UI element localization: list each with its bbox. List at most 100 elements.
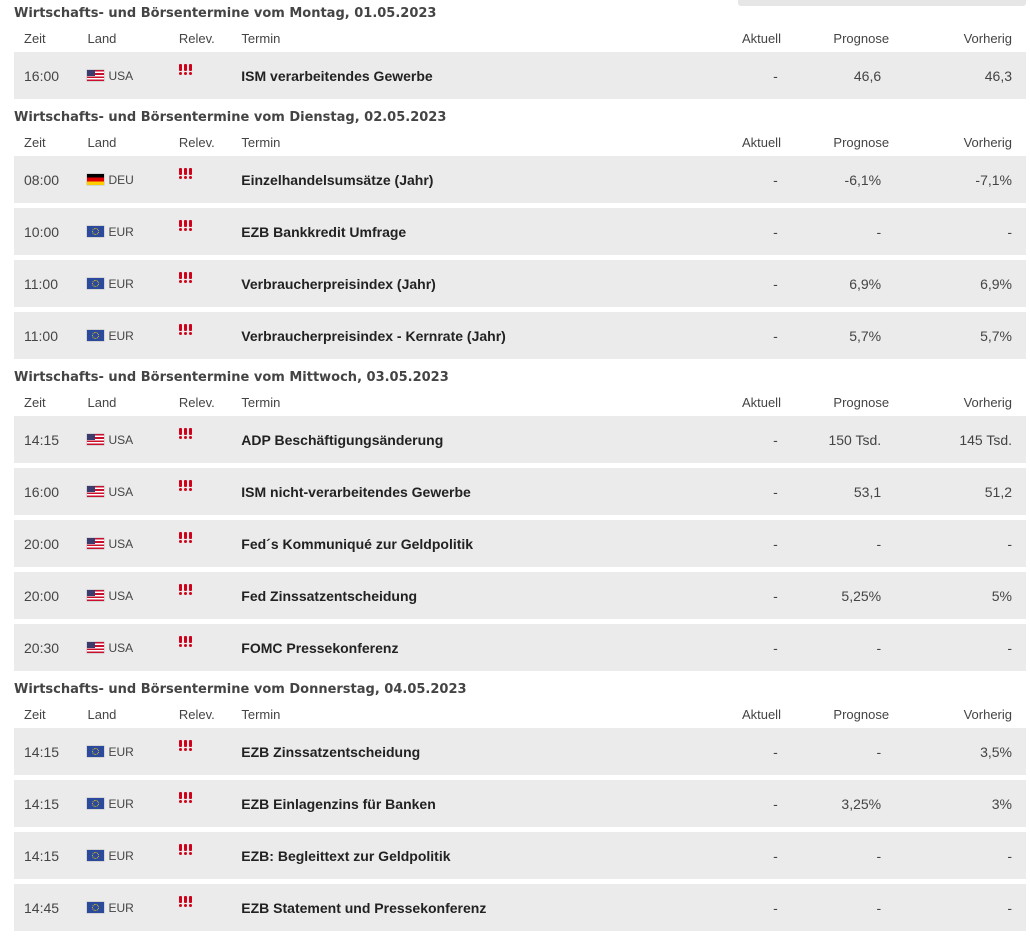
event-name[interactable]: EZB Bankkredit Umfrage — [241, 223, 407, 240]
col-header-time: Zeit — [24, 707, 46, 722]
relevance-icon — [178, 167, 192, 179]
event-name[interactable]: Verbraucherpreisindex - Kernrate (Jahr) — [241, 327, 506, 344]
event-country: EUR — [87, 329, 178, 343]
event-forecast: 5,7% — [849, 327, 882, 344]
event-forecast: -6,1% — [844, 171, 882, 188]
exclamation-mark-icon — [183, 479, 187, 491]
col-header-forecast: Prognose — [833, 707, 890, 722]
event-relevance — [178, 167, 242, 188]
event-name[interactable]: Fed Zinssatzentscheidung — [241, 587, 418, 604]
event-time: 14:15 — [24, 431, 60, 448]
event-time: 20:00 — [24, 535, 60, 552]
event-row[interactable]: 10:00 EUR EZB Bankkredit Umfrage - - - — [14, 208, 1026, 255]
event-relevance — [178, 895, 242, 916]
event-row[interactable]: 11:00 EUR Verbraucherpreisindex - Kernrate… — [14, 312, 1026, 359]
event-country: USA — [87, 537, 178, 551]
country-code: USA — [108, 68, 134, 83]
event-country: EUR — [87, 901, 178, 915]
event-name[interactable]: EZB Einlagenzins für Banken — [241, 795, 436, 812]
event-forecast: - — [876, 639, 882, 656]
col-header-previous: Vorherig — [963, 31, 1012, 46]
event-actual: - — [773, 483, 778, 500]
event-name[interactable]: EZB Statement und Pressekonferenz — [241, 899, 487, 916]
event-row[interactable]: 11:00 EUR Verbraucherpreisindex (Jahr) - 6,9… — [14, 260, 1026, 307]
event-time: 16:00 — [24, 67, 60, 84]
event-forecast: 46,6 — [853, 67, 882, 84]
event-name[interactable]: Einzelhandelsumsätze (Jahr) — [241, 171, 434, 188]
event-name[interactable]: ISM nicht-verarbeitendes Gewerbe — [241, 483, 471, 500]
event-actual: - — [773, 67, 778, 84]
event-time: 14:15 — [24, 847, 60, 864]
col-header-event: Termin — [241, 31, 281, 46]
relevance-icon — [178, 479, 192, 491]
event-row[interactable]: 20:00 USA Fed Zinssatzentscheidung - 5,25% 5% — [14, 572, 1026, 619]
eur-flag-icon — [87, 746, 105, 757]
exclamation-mark-icon — [188, 895, 192, 907]
chevron-down-icon: ⌄ — [974, 0, 982, 1]
country-code: EUR — [108, 744, 134, 759]
event-row[interactable]: 20:30 USA FOMC Pressekonferenz - - - — [14, 624, 1026, 671]
event-previous: -7,1% — [975, 171, 1012, 188]
exclamation-mark-icon — [178, 63, 182, 75]
exclamation-mark-icon — [183, 271, 187, 283]
day-section: Wirtschafts- und Börsentermine vom Monta… — [14, 0, 1026, 99]
event-row[interactable]: 14:15 USA ADP Beschäftigungsänderung - 150 T… — [14, 416, 1026, 463]
event-forecast: 150 Tsd. — [828, 431, 882, 448]
country-code: USA — [108, 588, 134, 603]
event-previous: 3,5% — [980, 743, 1012, 760]
exclamation-mark-icon — [188, 479, 192, 491]
exclamation-mark-icon — [188, 791, 192, 803]
event-name[interactable]: Fed´s Kommuniqué zur Geldpolitik — [241, 535, 474, 552]
event-time: 14:15 — [24, 743, 60, 760]
event-name[interactable]: Verbraucherpreisindex (Jahr) — [241, 275, 436, 292]
event-row[interactable]: 08:00 DEU Einzelhandelsumsätze (Jahr) - -6,1… — [14, 156, 1026, 203]
col-header-event: Termin — [241, 135, 281, 150]
event-row[interactable]: 14:15 EUR EZB Zinssatzentscheidung - - 3,5% — [14, 728, 1026, 775]
event-relevance — [178, 635, 242, 656]
event-forecast: 6,9% — [849, 275, 882, 292]
day-section: Wirtschafts- und Börsentermine vom Mittw… — [14, 364, 1026, 671]
event-row[interactable]: 14:15 EUR EZB Einlagenzins für Banken - 3,25… — [14, 780, 1026, 827]
usa-flag-icon — [87, 538, 105, 549]
event-name[interactable]: EZB Zinssatzentscheidung — [241, 743, 421, 760]
exclamation-mark-icon — [183, 63, 187, 75]
event-relevance — [178, 739, 242, 760]
event-relevance — [178, 427, 242, 448]
col-header-country: Land — [87, 31, 117, 46]
exclamation-mark-icon — [183, 167, 187, 179]
exclamation-mark-icon — [178, 843, 182, 855]
event-name[interactable]: ADP Beschäftigungsänderung — [241, 431, 444, 448]
col-header-forecast: Prognose — [833, 395, 890, 410]
col-header-previous: Vorherig — [963, 135, 1012, 150]
event-row[interactable]: 20:00 USA Fed´s Kommuniqué zur Geldpolitik… — [14, 520, 1026, 567]
col-header-forecast: Prognose — [833, 135, 890, 150]
col-header-actual: Aktuell — [741, 395, 781, 410]
event-row[interactable]: 16:00 USA ISM verarbeitendes Gewerbe - 46,6 4… — [14, 52, 1026, 99]
event-relevance — [178, 531, 242, 552]
exclamation-mark-icon — [183, 635, 187, 647]
event-country: EUR — [87, 277, 178, 291]
event-row[interactable]: 14:15 EUR EZB: Begleittext zur Geldpolitik… — [14, 832, 1026, 879]
relevance-icon — [178, 843, 192, 855]
top-dropdown-fragment[interactable]: ⌄ — [738, 0, 1026, 6]
event-relevance — [178, 479, 242, 500]
column-header-row: Zeit Land Relev. Termin Aktuell Prognose Vorhe… — [14, 389, 1026, 416]
exclamation-mark-icon — [188, 427, 192, 439]
event-name[interactable]: FOMC Pressekonferenz — [241, 639, 399, 656]
event-actual: - — [773, 535, 778, 552]
event-name[interactable]: EZB: Begleittext zur Geldpolitik — [241, 847, 451, 864]
event-name[interactable]: ISM verarbeitendes Gewerbe — [241, 67, 433, 84]
col-header-relevance: Relev. — [178, 135, 215, 150]
col-header-time: Zeit — [24, 135, 46, 150]
event-previous: - — [1007, 535, 1012, 552]
event-row[interactable]: 14:45 EUR EZB Statement und Pressekonferen… — [14, 884, 1026, 931]
event-country: USA — [87, 589, 178, 603]
relevance-icon — [178, 583, 192, 595]
deu-flag-icon — [87, 174, 105, 185]
day-title: Wirtschafts- und Börsentermine vom Monta… — [14, 6, 437, 21]
exclamation-mark-icon — [183, 791, 187, 803]
event-row[interactable]: 16:00 USA ISM nicht-verarbeitendes Gewerbe… — [14, 468, 1026, 515]
event-forecast: - — [876, 535, 882, 552]
event-previous: - — [1007, 223, 1012, 240]
country-code: USA — [108, 432, 134, 447]
